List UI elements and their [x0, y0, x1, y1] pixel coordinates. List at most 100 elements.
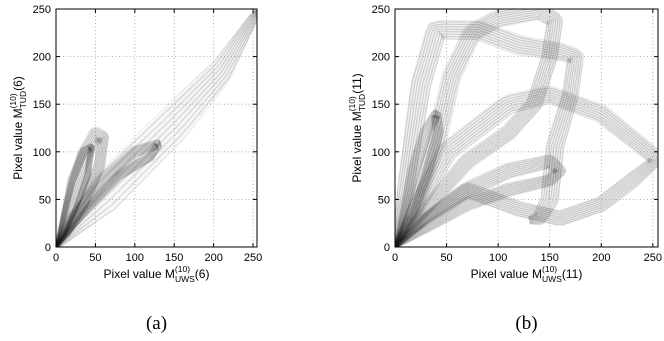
scatter-strand — [396, 34, 572, 247]
scatter-strand — [395, 114, 439, 247]
scatter-strand — [395, 9, 559, 247]
scatter-strand — [395, 11, 555, 247]
scatter-strand — [395, 159, 562, 247]
scatter-strand — [395, 166, 556, 247]
scatter-strand — [395, 87, 658, 247]
scatter-strand — [395, 95, 656, 247]
scatter-strand — [395, 87, 658, 247]
scatter-strand — [395, 165, 556, 247]
scatter-strand — [395, 157, 564, 247]
scatter-strand — [395, 161, 561, 247]
scatter-strand — [395, 110, 443, 247]
scatter-strand — [56, 146, 94, 247]
scatter-strand — [56, 146, 93, 247]
scatter-strand — [56, 145, 93, 247]
scatter-strand — [56, 9, 257, 244]
scatter-strand — [395, 13, 553, 247]
scatter-strand — [56, 145, 93, 247]
scatter-strand — [56, 9, 257, 245]
scatter-strand — [395, 96, 656, 247]
scatter-cloud — [56, 9, 257, 247]
scatter-strand — [395, 161, 561, 247]
scatter-strand — [396, 34, 572, 247]
scatter-strand — [56, 134, 104, 247]
scatter-strand — [395, 88, 658, 247]
scatter-strand — [395, 156, 565, 247]
scatter-strand — [56, 133, 104, 247]
scatter-strand — [395, 112, 439, 247]
scatter-strand — [56, 130, 107, 247]
scatter-strand — [395, 112, 440, 247]
scatter-strand — [395, 162, 560, 247]
scatter-strand — [56, 145, 94, 247]
x-tick-label: 200 — [204, 252, 222, 264]
scatter-strand — [395, 115, 441, 247]
scatter-strand — [395, 101, 651, 247]
scatter-strand — [395, 164, 557, 247]
scatter-strand — [56, 146, 94, 247]
scatter-strand — [56, 136, 104, 247]
scatter-strand — [56, 140, 162, 247]
scatter-strand — [395, 102, 651, 247]
scatter-strand — [56, 134, 104, 247]
x-tick-label: 250 — [244, 252, 262, 264]
scatter-strand — [395, 21, 583, 234]
scatter-strand — [56, 10, 257, 247]
scatter-strand — [56, 143, 95, 247]
scatter-strand — [395, 28, 576, 247]
scatter-strand — [396, 34, 573, 247]
x-axis-label: Pixel value M(10) UWS(6) — [104, 264, 210, 284]
scatter-strand — [56, 143, 159, 247]
scatter-strand — [395, 15, 551, 247]
scatter-strand — [395, 113, 438, 247]
scatter-strand — [56, 130, 107, 247]
scatter-strand — [395, 95, 656, 247]
scatter-strand — [395, 16, 550, 247]
scatter-strand — [56, 134, 104, 247]
scatter-strand — [56, 146, 93, 247]
scatter-strand — [395, 109, 443, 247]
scatter-strand — [395, 23, 581, 240]
scatter-strand — [56, 11, 257, 247]
scatter-strand — [395, 101, 651, 247]
scatter-strand — [395, 111, 441, 247]
scatter-strand — [56, 142, 160, 247]
scatter-strand — [56, 134, 104, 247]
scatter-strand — [56, 142, 159, 247]
scatter-strand — [56, 145, 93, 247]
scatter-strand — [56, 136, 104, 247]
scatter-strand — [56, 142, 160, 247]
scatter-strand — [56, 145, 93, 247]
scatter-strand — [56, 143, 96, 247]
scatter-strand — [395, 93, 657, 247]
scatter-strand — [395, 12, 554, 247]
scatter-strand — [395, 103, 650, 247]
scatter-strand — [395, 85, 658, 247]
scatter-strand — [56, 9, 257, 245]
scatter-strand — [395, 159, 563, 247]
scatter-strand — [395, 17, 549, 247]
scatter-strand — [395, 11, 555, 247]
scatter-strand — [395, 23, 582, 239]
scatter-strand — [395, 88, 658, 247]
panel-caption: (b) — [515, 313, 537, 334]
scatter-strand — [395, 11, 555, 247]
scatter-strand — [395, 31, 574, 247]
scatter-strand — [56, 10, 257, 247]
scatter-strand — [395, 160, 562, 247]
scatter-strand — [395, 10, 556, 247]
scatter-strand — [395, 94, 657, 247]
scatter-strand — [56, 146, 94, 247]
scatter-strand — [395, 164, 558, 247]
scatter-strand — [56, 146, 93, 247]
scatter-strand — [56, 126, 110, 247]
scatter-strand — [395, 162, 559, 247]
scatter-strand — [395, 165, 556, 247]
scatter-strand — [56, 137, 102, 247]
scatter-strand — [395, 96, 654, 247]
scatter-strand — [56, 143, 159, 247]
scatter-strand — [395, 87, 658, 247]
scatter-strand — [56, 144, 94, 247]
scatter-strand — [395, 9, 557, 247]
scatter-strand — [56, 137, 102, 247]
